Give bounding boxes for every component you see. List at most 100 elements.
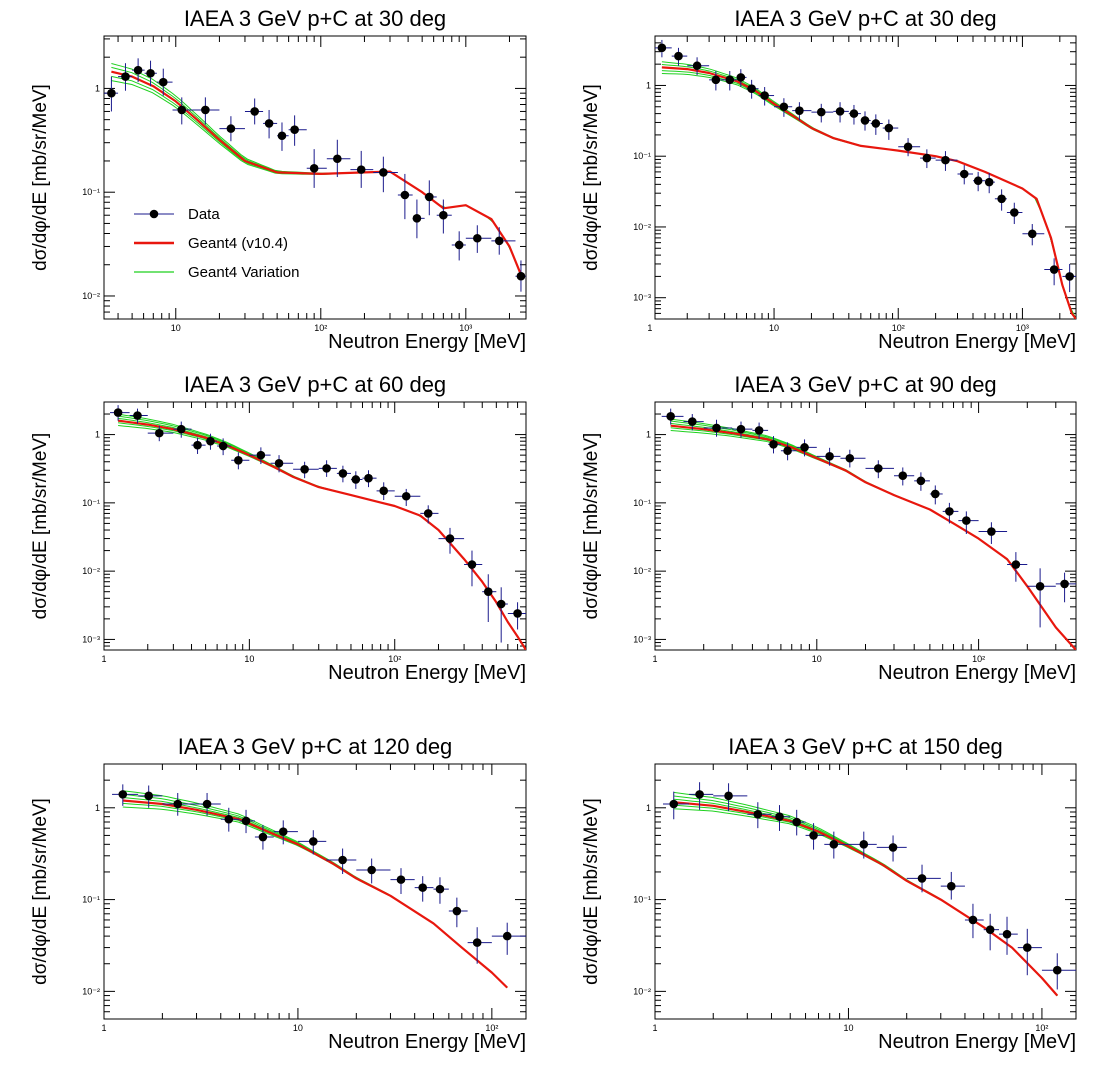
data-point	[218, 441, 228, 451]
chart-title: IAEA 3 GeV p+C at 150 deg	[728, 734, 1003, 759]
y-tick-label: 1	[95, 803, 100, 813]
data-point	[760, 91, 769, 100]
data-point	[736, 424, 746, 434]
y-axis-label: dσ/dφ/dE [mb/sr/MeV]	[581, 798, 602, 985]
x-tick-label: 10³	[459, 323, 472, 333]
data-point	[825, 452, 834, 461]
data-point	[962, 516, 971, 525]
data-point	[364, 473, 373, 483]
panel-1: IAEA 3 GeV p+C at 30 deg Neutron Energy […	[30, 6, 527, 353]
data-point	[930, 489, 940, 499]
plot-area	[661, 408, 1076, 650]
data-point	[984, 177, 994, 187]
x-tick-label: 10²	[1035, 1023, 1048, 1033]
data-point	[922, 153, 932, 163]
variation-curve	[122, 790, 508, 988]
data-point	[816, 107, 826, 117]
plot-frame	[654, 401, 1077, 651]
nominal-curve	[670, 424, 1076, 650]
data-point	[133, 411, 142, 420]
data-point	[338, 855, 347, 865]
data-point	[258, 832, 268, 842]
data-point	[308, 837, 318, 846]
data-point	[176, 424, 186, 434]
x-axis-label: Neutron Energy [MeV]	[328, 331, 526, 353]
y-axis-label: dσ/dφ/dE [mb/sr/MeV]	[30, 798, 51, 985]
data-point	[724, 791, 733, 801]
y-tick-label: 1	[646, 430, 651, 440]
data-point	[472, 938, 482, 947]
data-point	[202, 799, 212, 809]
data-point	[290, 125, 299, 135]
y-tick-label: 10⁻¹	[633, 498, 651, 508]
data-point	[351, 475, 361, 484]
data-point	[898, 471, 908, 480]
data-point	[201, 105, 210, 115]
data-point	[835, 107, 845, 116]
x-tick-label: 10	[812, 654, 822, 664]
data-point	[959, 169, 969, 179]
data-point	[666, 412, 675, 421]
data-point	[916, 476, 926, 486]
data-point	[113, 408, 123, 417]
chart-title: IAEA 3 GeV p+C at 30 deg	[184, 6, 446, 31]
data-point	[754, 426, 764, 435]
data-point	[917, 874, 927, 883]
data-point	[452, 906, 462, 916]
nominal-curve	[117, 419, 526, 650]
legend: Data Geant4 (v10.4) Geant4 Variation	[134, 206, 299, 281]
data-point	[277, 131, 287, 141]
plot-area	[104, 58, 526, 292]
data-point	[753, 809, 763, 819]
data-point	[871, 119, 881, 128]
variation-curve	[661, 61, 1076, 319]
plot-area	[663, 782, 1076, 997]
data-point	[322, 464, 331, 473]
data-point	[133, 65, 143, 75]
data-point	[435, 884, 445, 894]
data-point	[769, 440, 778, 449]
x-tick-label: 10	[843, 1023, 853, 1033]
data-point	[695, 790, 704, 799]
data-point	[1002, 929, 1012, 939]
x-tick-label: 10²	[485, 1023, 498, 1033]
plot-area	[110, 405, 526, 650]
x-tick-label: 10	[171, 323, 181, 333]
variation-curve	[673, 808, 1058, 996]
data-point	[445, 534, 455, 543]
data-point	[1035, 581, 1045, 591]
data-point	[146, 68, 155, 78]
data-point	[154, 428, 164, 438]
x-tick-label: 10²	[388, 654, 401, 664]
data-point	[859, 840, 869, 849]
variation-curve	[661, 70, 1076, 319]
y-tick-label: 10⁻¹	[633, 151, 651, 161]
data-point	[401, 491, 411, 501]
y-axis-label: dσ/dφ/dE [mb/sr/MeV]	[30, 84, 51, 271]
nominal-curve	[673, 801, 1059, 997]
data-point	[278, 827, 288, 836]
variation-curve	[122, 806, 508, 988]
variation-curve	[122, 802, 508, 988]
data-point	[412, 214, 422, 223]
x-tick-label: 10³	[1016, 323, 1029, 333]
variation-curve	[670, 430, 1076, 650]
panel-2: IAEA 3 GeV p+C at 30 deg Neutron Energy […	[581, 6, 1077, 353]
variation-curve	[122, 793, 508, 988]
data-point	[226, 124, 236, 133]
data-point	[775, 812, 784, 821]
panel-5: IAEA 3 GeV p+C at 120 deg Neutron Energy …	[30, 734, 527, 1053]
data-point	[941, 155, 950, 165]
plot-frame	[103, 35, 527, 320]
data-point	[224, 814, 234, 824]
legend-variation-label: Geant4 Variation	[188, 264, 299, 281]
variation-curve	[118, 417, 526, 650]
panel-3: IAEA 3 GeV p+C at 60 deg Neutron Energy […	[30, 372, 527, 684]
x-tick-label: 10	[293, 1023, 303, 1033]
data-point	[860, 116, 870, 125]
variation-curve	[661, 73, 1076, 319]
plot-frame	[103, 401, 527, 651]
data-point	[107, 88, 116, 98]
data-point	[467, 560, 477, 569]
data-point	[968, 915, 978, 925]
